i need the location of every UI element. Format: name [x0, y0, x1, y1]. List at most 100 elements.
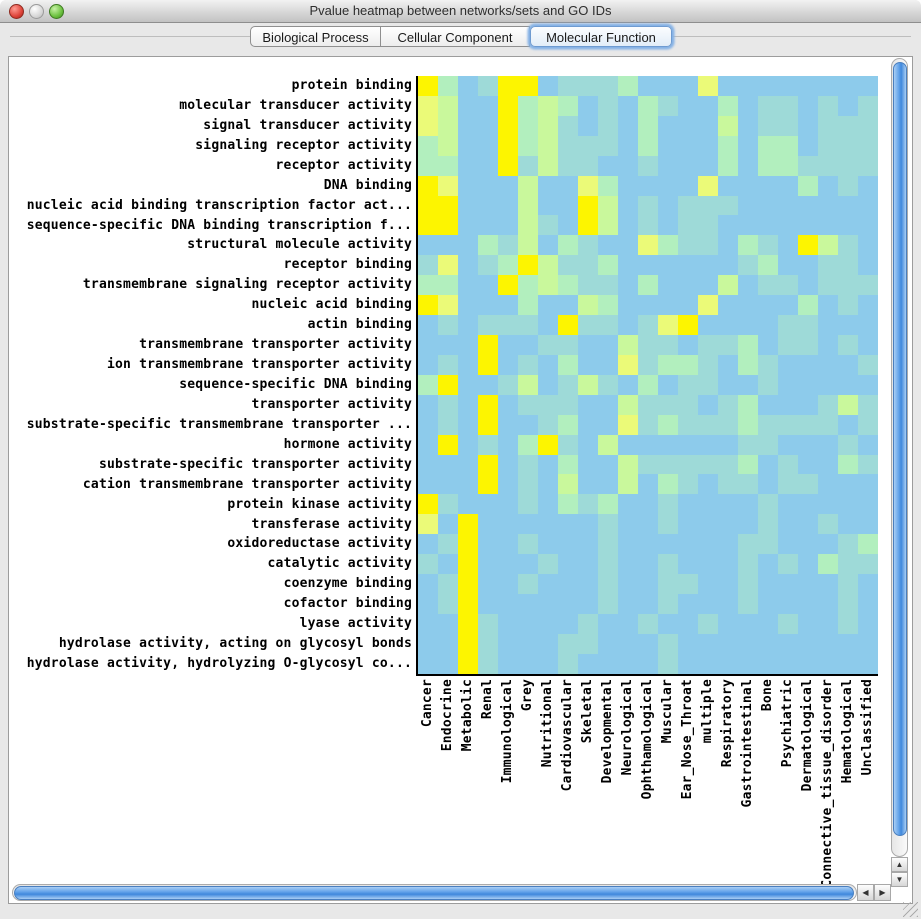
tab-molecular-function[interactable]: Molecular Function	[530, 26, 672, 47]
scroll-up-button[interactable]: ▲	[891, 857, 908, 872]
heatmap-cell	[538, 195, 558, 216]
heatmap-cell	[478, 315, 498, 335]
window-resize-grip[interactable]	[903, 902, 918, 917]
scroll-left-button[interactable]: ◀	[857, 884, 874, 901]
heatmap-cell	[598, 593, 618, 614]
heatmap-cell	[518, 195, 538, 216]
heatmap-cell	[538, 295, 558, 316]
heatmap-cell	[778, 255, 798, 276]
heatmap-cell	[458, 374, 478, 395]
heatmap-cell	[678, 95, 698, 116]
heatmap-cell	[578, 633, 598, 654]
heatmap-cell	[578, 354, 598, 375]
heatmap-cell	[578, 414, 598, 435]
heatmap-cell	[698, 554, 718, 575]
heatmap-cell	[758, 334, 778, 355]
heatmap-cell	[518, 76, 538, 96]
heatmap-cell	[778, 295, 798, 316]
heatmap-cell	[858, 653, 878, 674]
heatmap-cell	[698, 633, 718, 654]
heatmap-cell	[418, 95, 438, 116]
heatmap-cell	[778, 334, 798, 355]
heatmap-cell	[838, 374, 858, 395]
heatmap-cell	[758, 653, 778, 674]
tab-cellular-component[interactable]: Cellular Component	[381, 26, 530, 47]
scroll-down-button[interactable]: ▼	[891, 872, 908, 887]
heatmap-cell	[578, 195, 598, 216]
heatmap-cell	[838, 175, 858, 196]
heatmap-cell	[718, 76, 738, 96]
heatmap-cell	[838, 394, 858, 415]
heatmap-cell	[578, 394, 598, 415]
heatmap-cell	[638, 434, 658, 455]
scroll-right-button[interactable]: ▶	[874, 884, 891, 901]
heatmap-cell	[798, 315, 818, 335]
heatmap-cell	[658, 135, 678, 156]
heatmap-cell	[518, 474, 538, 495]
heatmap-cell	[538, 235, 558, 256]
heatmap-row-label: substrate-specific transmembrane transpo…	[26, 416, 412, 432]
heatmap-cell	[558, 354, 578, 375]
heatmap-cell	[418, 434, 438, 455]
heatmap-cell	[538, 394, 558, 415]
vertical-scrollbar-thumb[interactable]	[892, 62, 907, 836]
heatmap-cell	[478, 76, 498, 96]
heatmap-cell	[778, 514, 798, 535]
minimize-button[interactable]	[29, 4, 44, 19]
heatmap-cell	[438, 215, 458, 236]
heatmap-cell	[598, 474, 618, 495]
horizontal-scrollbar-thumb[interactable]	[14, 885, 854, 900]
heatmap-cell	[758, 613, 778, 634]
heatmap-cell	[798, 76, 818, 96]
heatmap-cell	[798, 354, 818, 375]
heatmap-cell	[758, 494, 778, 515]
heatmap-cell	[538, 215, 558, 236]
tab-biological-process[interactable]: Biological Process	[250, 26, 381, 47]
heatmap-cell	[538, 76, 558, 96]
heatmap-cell	[718, 574, 738, 594]
heatmap-cell	[558, 195, 578, 216]
close-button[interactable]	[9, 4, 24, 19]
heatmap-cell	[698, 135, 718, 156]
heatmap-cell	[738, 155, 758, 176]
heatmap-cell	[478, 295, 498, 316]
heatmap-cell	[458, 414, 478, 435]
heatmap-cell	[498, 593, 518, 614]
heatmap-cell	[698, 155, 718, 176]
heatmap-cell	[538, 115, 558, 136]
heatmap-column-label: Skeletal	[580, 679, 595, 744]
heatmap-cell	[558, 494, 578, 515]
heatmap-cell	[618, 76, 638, 96]
heatmap-cell	[838, 494, 858, 515]
zoom-button[interactable]	[49, 4, 64, 19]
heatmap-cell	[618, 295, 638, 316]
heatmap-cell	[418, 574, 438, 594]
heatmap-cell	[518, 334, 538, 355]
heatmap-cell	[438, 593, 458, 614]
title-bar[interactable]: Pvalue heatmap between networks/sets and…	[0, 0, 921, 23]
heatmap-cell	[658, 454, 678, 475]
heatmap-cell	[538, 474, 558, 495]
heatmap-cell	[678, 394, 698, 415]
heatmap-cell	[778, 135, 798, 156]
heatmap-cell	[798, 155, 818, 176]
heatmap-cell	[758, 354, 778, 375]
heatmap-cell	[578, 76, 598, 96]
heatmap-cell	[598, 613, 618, 634]
heatmap-cell	[538, 633, 558, 654]
heatmap-cell	[498, 494, 518, 515]
heatmap-cell	[678, 574, 698, 594]
heatmap-column-label: Metabolic	[460, 679, 475, 752]
heatmap-cell	[818, 76, 838, 96]
heatmap-cell	[518, 653, 538, 674]
heatmap-cell	[678, 195, 698, 216]
heatmap-cell	[558, 434, 578, 455]
heatmap-cell	[658, 613, 678, 634]
heatmap-cell	[458, 155, 478, 176]
heatmap-cell	[818, 334, 838, 355]
heatmap-cell	[438, 155, 458, 176]
heatmap-row-label: ion transmembrane transporter activity	[106, 357, 412, 373]
heatmap-cell	[658, 275, 678, 296]
heatmap-cell	[778, 613, 798, 634]
heatmap-cell	[818, 454, 838, 475]
